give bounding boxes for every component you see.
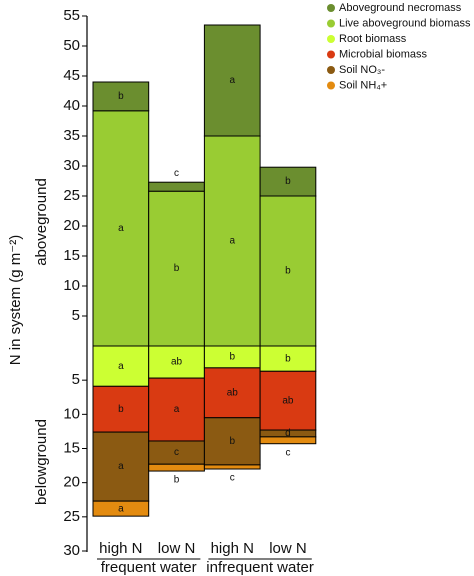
- significance-letter: a: [174, 404, 180, 415]
- y-tick-label: 30: [63, 542, 80, 559]
- y-tick-label: 20: [63, 217, 80, 234]
- significance-letter: b: [285, 176, 291, 187]
- legend-marker: [327, 35, 335, 43]
- y-tick-label: 15: [63, 247, 80, 264]
- bar-segment: [259, 166, 317, 197]
- significance-letter: c: [230, 473, 235, 484]
- legend-label: Root biomass: [339, 33, 407, 45]
- x-tick-label: high N: [211, 540, 254, 557]
- significance-letter: c: [174, 447, 179, 458]
- significance-letter: a: [229, 236, 235, 247]
- y-tick-label: 20: [63, 474, 80, 491]
- y-tick-label: 50: [63, 37, 80, 54]
- group-label: infrequent water: [206, 559, 314, 576]
- legend-label: Live aboveground biomass: [339, 17, 471, 29]
- legend-label: Soil NO₃-: [339, 64, 385, 76]
- bar-segment: [92, 81, 150, 112]
- significance-letter: a: [118, 223, 124, 234]
- bar-segment: [259, 370, 317, 431]
- y-tick-label: 5: [72, 307, 80, 324]
- x-tick-label: low N: [269, 540, 307, 557]
- y-tick-label: 10: [63, 277, 80, 294]
- y-tick-label: 25: [63, 508, 80, 525]
- legend-marker: [327, 19, 335, 28]
- significance-letter: b: [174, 475, 180, 486]
- bar-segment: [148, 463, 205, 472]
- significance-letter: a: [229, 75, 235, 86]
- y-tick-label: 25: [63, 187, 80, 204]
- significance-letter: b: [229, 352, 235, 363]
- y-tick-label: 35: [63, 127, 80, 144]
- bar-segment: [92, 431, 150, 502]
- legend-marker: [327, 50, 335, 59]
- y-tick-label: 30: [63, 157, 80, 174]
- bar-segment: [92, 110, 150, 347]
- significance-letter: b: [229, 436, 235, 447]
- panel-label: aboveground: [33, 178, 50, 266]
- significance-letter: ab: [282, 395, 294, 406]
- legend-marker: [327, 66, 335, 74]
- significance-letter: b: [118, 91, 124, 102]
- legend-label: Soil NH₄+: [339, 79, 387, 91]
- legend-label: Aboveground necromass: [339, 2, 462, 14]
- x-tick-label: high N: [99, 540, 142, 557]
- bar-segment: [148, 181, 205, 192]
- bar-segment: [92, 500, 150, 517]
- legend-label: Microbial biomass: [339, 48, 428, 60]
- bar-segment: [148, 377, 205, 442]
- x-tick-label: low N: [158, 540, 196, 557]
- significance-letter: a: [118, 461, 124, 472]
- legend-marker: [327, 4, 335, 12]
- significance-letter: a: [118, 361, 124, 372]
- significance-letter: b: [285, 353, 291, 364]
- bar-segment: [92, 345, 150, 387]
- bar-segment: [203, 24, 261, 137]
- y-axis-title: N in system (g m⁻²): [7, 235, 24, 365]
- significance-letter: c: [285, 447, 290, 458]
- y-tick-label: 45: [63, 67, 80, 84]
- significance-letter: b: [118, 404, 124, 415]
- significance-letter: b: [174, 263, 180, 274]
- significance-letter: a: [118, 503, 124, 514]
- bar-segment: [203, 464, 261, 470]
- bar-segment: [148, 345, 205, 379]
- significance-letter: ab: [227, 387, 239, 398]
- significance-letter: b: [285, 266, 291, 277]
- bar-segment: [203, 367, 261, 419]
- y-tick-label: 40: [63, 97, 80, 114]
- y-tick-label: 5: [72, 371, 80, 388]
- y-tick-label: 55: [63, 7, 80, 24]
- bar-segment: [259, 436, 317, 445]
- panel-label: belowground: [33, 419, 50, 505]
- group-label: frequent water: [101, 559, 197, 576]
- significance-letter: c: [174, 168, 179, 179]
- y-tick-label: 10: [63, 405, 80, 422]
- y-tick-label: 15: [63, 439, 80, 456]
- significance-letter: d: [285, 428, 291, 439]
- significance-letter: ab: [171, 357, 183, 368]
- legend-marker: [327, 81, 335, 90]
